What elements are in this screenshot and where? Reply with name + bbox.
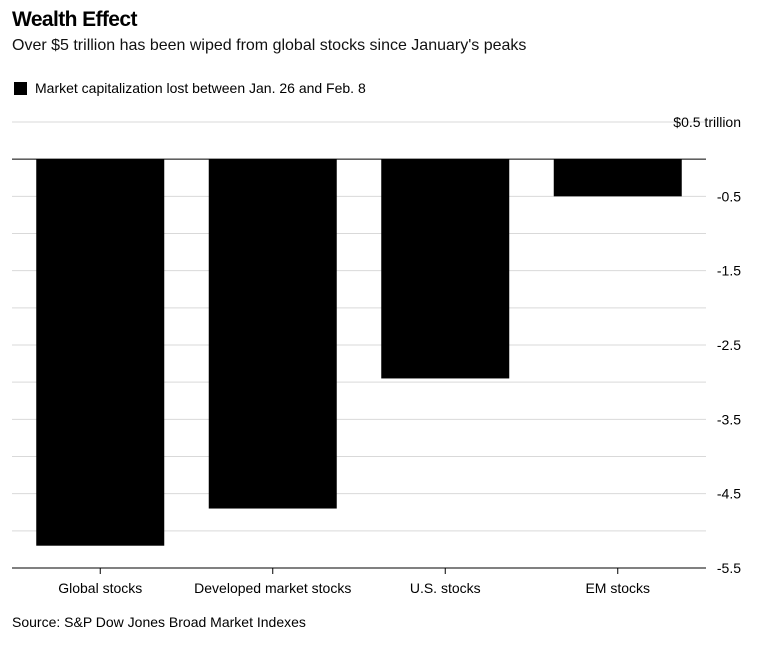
category-label: EM stocks — [585, 580, 650, 596]
bar — [36, 159, 165, 546]
y-tick-label: -3.5 — [717, 411, 741, 427]
y-tick-label: -1.5 — [717, 263, 741, 279]
y-tick-label: -2.5 — [717, 337, 741, 353]
bar — [553, 159, 682, 197]
legend-swatch — [14, 81, 27, 95]
y-tick-label: -4.5 — [717, 486, 741, 502]
y-tick-label: -0.5 — [717, 188, 741, 204]
y-tick-label: -5.5 — [717, 560, 741, 576]
category-label: Developed market stocks — [194, 580, 351, 596]
legend-label: Market capitalization lost between Jan. … — [35, 80, 366, 96]
category-label: U.S. stocks — [410, 580, 481, 596]
legend: Market capitalization lost between Jan. … — [14, 80, 366, 96]
source-note: Source: S&P Dow Jones Broad Market Index… — [12, 614, 306, 630]
bar — [381, 159, 510, 379]
category-label: Global stocks — [58, 580, 142, 596]
chart-subtitle: Over $5 trillion has been wiped from glo… — [12, 37, 527, 54]
y-tick-label: $0.5 trillion — [673, 114, 741, 130]
chart-title: Wealth Effect — [12, 8, 137, 31]
bar — [208, 159, 337, 509]
